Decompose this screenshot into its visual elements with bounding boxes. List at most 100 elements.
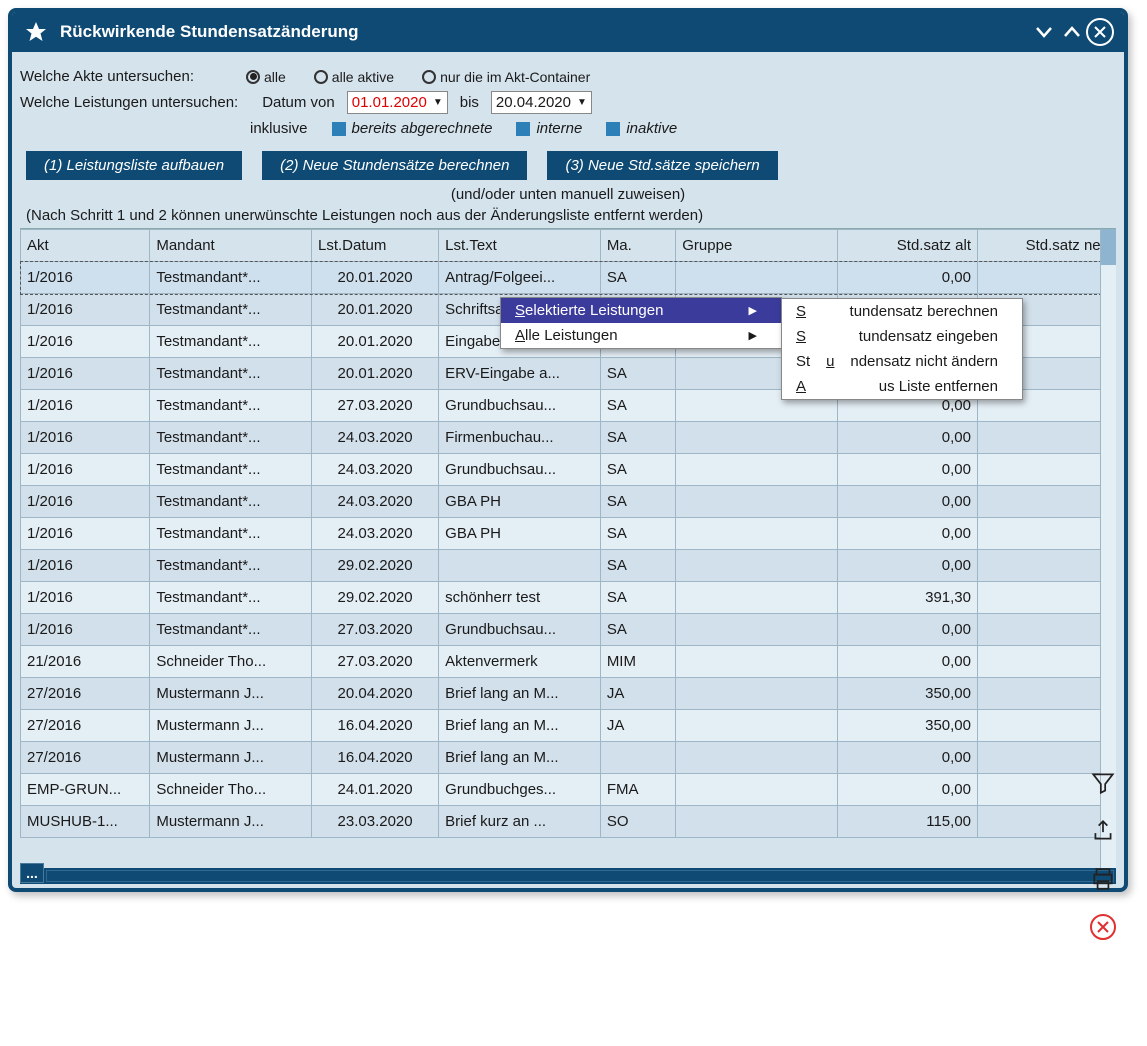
table-cell[interactable]: SA	[600, 518, 675, 550]
btn-step2[interactable]: (2) Neue Stundensätze berechnen	[262, 151, 527, 180]
table-cell[interactable]	[978, 710, 1116, 742]
table-cell[interactable]: Testmandant*...	[150, 454, 312, 486]
col-gruppe[interactable]: Gruppe	[676, 230, 838, 262]
table-cell[interactable]: 1/2016	[21, 518, 150, 550]
table-cell[interactable]: 20.01.2020	[311, 262, 438, 294]
table-cell[interactable]: 27.03.2020	[311, 614, 438, 646]
table-cell[interactable]: 1/2016	[21, 422, 150, 454]
table-cell[interactable]: Testmandant*...	[150, 422, 312, 454]
ctxmenu-item[interactable]: Aus Liste entfernen	[782, 374, 1022, 399]
table-row[interactable]: EMP-GRUN...Schneider Tho...24.01.2020Gru…	[21, 774, 1116, 806]
table-cell[interactable]	[676, 710, 838, 742]
table-cell[interactable]	[676, 742, 838, 774]
table-cell[interactable]: 0,00	[837, 646, 977, 678]
ctxmenu-item[interactable]: Alle Leistungen▶	[501, 323, 781, 348]
table-cell[interactable]: 23.03.2020	[311, 806, 438, 838]
context-submenu[interactable]: Stundensatz berechnenStundensatz eingebe…	[781, 298, 1023, 400]
ctxmenu-item[interactable]: Selektierte Leistungen▶	[501, 298, 781, 323]
table-cell[interactable]: Firmenbuchau...	[439, 422, 601, 454]
table-cell[interactable]: 350,00	[837, 710, 977, 742]
table-cell[interactable]: 1/2016	[21, 262, 150, 294]
btn-step3[interactable]: (3) Neue Std.sätze speichern	[547, 151, 777, 180]
table-cell[interactable]	[439, 550, 601, 582]
table-cell[interactable]: Mustermann J...	[150, 678, 312, 710]
chk-interne[interactable]: interne	[516, 120, 582, 137]
table-cell[interactable]: 350,00	[837, 678, 977, 710]
table-cell[interactable]: FMA	[600, 774, 675, 806]
table-cell[interactable]	[978, 614, 1116, 646]
table-cell[interactable]: 24.03.2020	[311, 454, 438, 486]
table-cell[interactable]	[676, 454, 838, 486]
context-menu[interactable]: Selektierte Leistungen▶Alle Leistungen▶ …	[500, 297, 782, 349]
col-satzalt[interactable]: Std.satz alt	[837, 230, 977, 262]
btn-step1[interactable]: (1) Leistungsliste aufbauen	[26, 151, 242, 180]
col-lsttext[interactable]: Lst.Text	[439, 230, 601, 262]
table-cell[interactable]: 115,00	[837, 806, 977, 838]
table-row[interactable]: 27/2016Mustermann J...20.04.2020Brief la…	[21, 678, 1116, 710]
table-cell[interactable]: 1/2016	[21, 614, 150, 646]
table-cell[interactable]: 1/2016	[21, 486, 150, 518]
table-row[interactable]: 27/2016Mustermann J...16.04.2020Brief la…	[21, 742, 1116, 774]
table-cell[interactable]	[978, 518, 1116, 550]
col-satzneu[interactable]: Std.satz neu	[978, 230, 1116, 262]
table-cell[interactable]	[676, 518, 838, 550]
table-cell[interactable]: Testmandant*...	[150, 294, 312, 326]
table-row[interactable]: MUSHUB-1...Mustermann J...23.03.2020Brie…	[21, 806, 1116, 838]
ctxmenu-item[interactable]: Stundensatz nicht ändern	[782, 349, 1022, 374]
table-cell[interactable]: Mustermann J...	[150, 742, 312, 774]
table-cell[interactable]	[676, 422, 838, 454]
table-cell[interactable]	[676, 582, 838, 614]
table-row[interactable]: 1/2016Testmandant*...24.03.2020Grundbuch…	[21, 454, 1116, 486]
table-cell[interactable]: Brief kurz an ...	[439, 806, 601, 838]
table-cell[interactable]: 1/2016	[21, 326, 150, 358]
table-row[interactable]: 1/2016Testmandant*...27.03.2020Grundbuch…	[21, 614, 1116, 646]
horizontal-scrollbar[interactable]	[46, 870, 1114, 882]
table-cell[interactable]: Testmandant*...	[150, 486, 312, 518]
table-cell[interactable]: SA	[600, 390, 675, 422]
scrollbar-thumb[interactable]	[1101, 229, 1116, 265]
table-cell[interactable]	[676, 486, 838, 518]
table-cell[interactable]: 20.01.2020	[311, 358, 438, 390]
date-to-input[interactable]: 20.04.2020 ▼	[491, 91, 592, 114]
table-cell[interactable]: SA	[600, 614, 675, 646]
table-cell[interactable]: Brief lang an M...	[439, 678, 601, 710]
table-cell[interactable]: Testmandant*...	[150, 550, 312, 582]
table-cell[interactable]: Mustermann J...	[150, 710, 312, 742]
table-cell[interactable]: 29.02.2020	[311, 582, 438, 614]
table-cell[interactable]	[978, 422, 1116, 454]
close-window-icon[interactable]	[1086, 18, 1114, 46]
table-row[interactable]: 1/2016Testmandant*...20.01.2020Antrag/Fo…	[21, 262, 1116, 294]
print-icon[interactable]	[1088, 864, 1118, 894]
table-cell[interactable]: Schneider Tho...	[150, 646, 312, 678]
table-cell[interactable]: SA	[600, 454, 675, 486]
ctxmenu-item[interactable]: Stundensatz eingeben	[782, 324, 1022, 349]
table-cell[interactable]: 24.03.2020	[311, 486, 438, 518]
table-cell[interactable]: Grundbuchsau...	[439, 454, 601, 486]
table-cell[interactable]: SA	[600, 358, 675, 390]
table-cell[interactable]: 1/2016	[21, 294, 150, 326]
date-from-input[interactable]: 01.01.2020 ▼	[347, 91, 448, 114]
table-cell[interactable]: Schneider Tho...	[150, 774, 312, 806]
table-cell[interactable]: SA	[600, 582, 675, 614]
table-cell[interactable]: 0,00	[837, 742, 977, 774]
table-cell[interactable]: Testmandant*...	[150, 326, 312, 358]
table-row[interactable]: 1/2016Testmandant*...24.03.2020GBA PHSA0…	[21, 486, 1116, 518]
table-cell[interactable]: SA	[600, 262, 675, 294]
col-lstdatum[interactable]: Lst.Datum	[311, 230, 438, 262]
ctxmenu-item[interactable]: Stundensatz berechnen	[782, 299, 1022, 324]
table-cell[interactable]	[676, 774, 838, 806]
table-cell[interactable]: 27/2016	[21, 742, 150, 774]
table-cell[interactable]: 16.04.2020	[311, 710, 438, 742]
table-cell[interactable]: SA	[600, 550, 675, 582]
table-cell[interactable]: 1/2016	[21, 358, 150, 390]
table-row[interactable]: 21/2016Schneider Tho...27.03.2020Aktenve…	[21, 646, 1116, 678]
chk-abgerechnete[interactable]: bereits abgerechnete	[332, 120, 493, 137]
radio-alle[interactable]: alle	[246, 69, 286, 85]
table-cell[interactable]: Grundbuchsau...	[439, 390, 601, 422]
table-cell[interactable]: SO	[600, 806, 675, 838]
table-cell[interactable]: 1/2016	[21, 550, 150, 582]
close-icon[interactable]	[1088, 912, 1118, 942]
table-cell[interactable]: 16.04.2020	[311, 742, 438, 774]
table-cell[interactable]: 21/2016	[21, 646, 150, 678]
table-cell[interactable]: Brief lang an M...	[439, 710, 601, 742]
